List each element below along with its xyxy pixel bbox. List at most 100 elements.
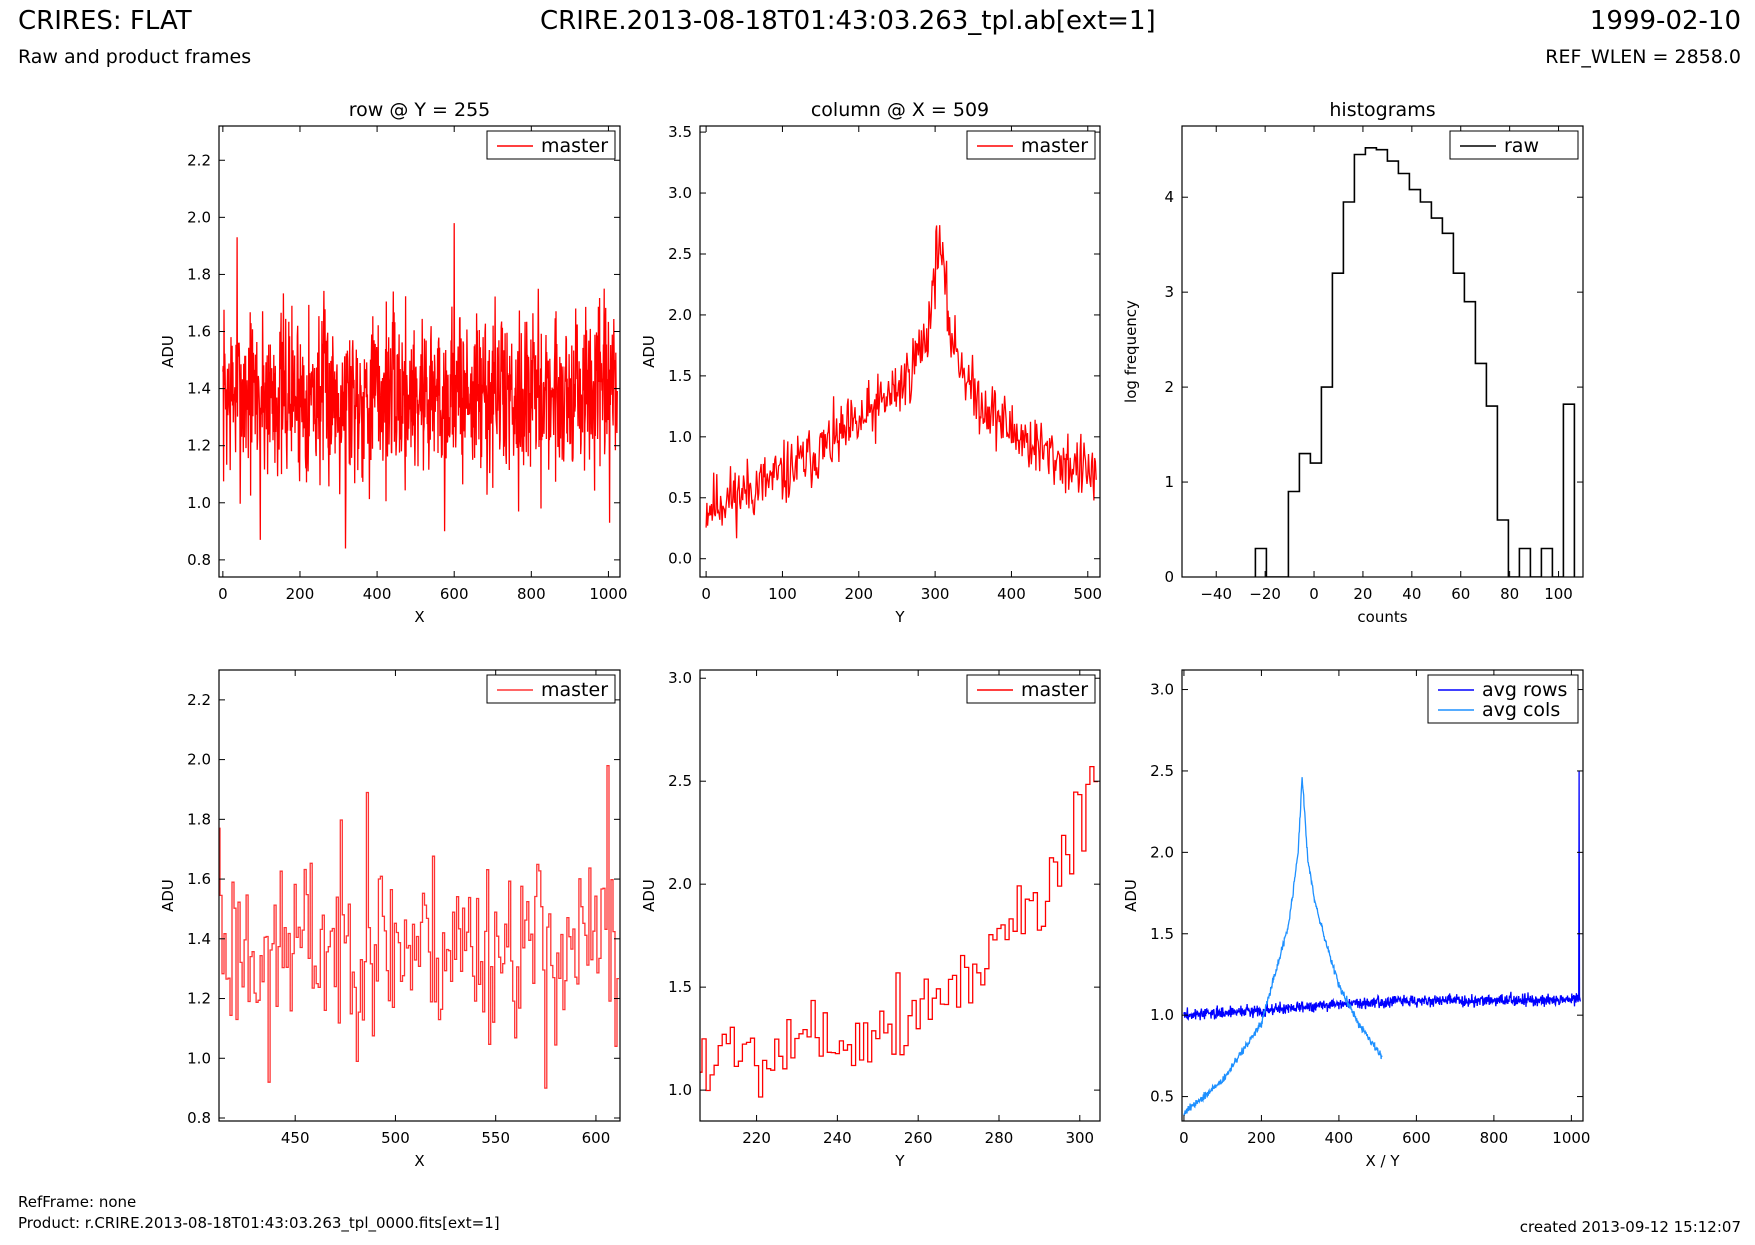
column-zoom-plot-ytick-label: 1.5: [668, 978, 692, 996]
row-zoom-plot-xtick-label: 450: [281, 1129, 310, 1147]
histogram-plot-xtick-label: −20: [1249, 585, 1281, 603]
average-plot-xtick-label: 0: [1179, 1129, 1189, 1147]
row-plot-data: [222, 223, 618, 549]
average-plot-legend-entry: avg cols: [1482, 699, 1560, 721]
column-zoom-plot-ytick-label: 1.0: [668, 1081, 692, 1099]
average-plot-ytick-label: 0.5: [1150, 1088, 1174, 1106]
column-plot-legend: master: [966, 130, 1096, 160]
column-plot-title: column @ X = 509: [811, 99, 989, 121]
histogram-plot-xtick-label: 40: [1402, 585, 1421, 603]
date-label: 1999-02-10: [1589, 6, 1741, 36]
column-plot-ytick-label: 0.0: [668, 550, 692, 568]
row-zoom-plot-xtick-label: 500: [381, 1129, 410, 1147]
row-plot-ytick-label: 0.8: [187, 551, 211, 569]
panel-row-plot: 0 200 400 600 800 1000 0.8 1.0 1.2 1.4 1.6 1.8 2.0 2.…: [159, 99, 628, 626]
histogram-plot-xtick-label: 80: [1500, 585, 1519, 603]
ref-wavelength-label: REF_WLEN = 2858.0: [1545, 46, 1741, 68]
row-plot-xtick-label: 800: [517, 585, 546, 603]
row-zoom-plot-legend: master: [486, 674, 616, 704]
average-plot-series-1: [1183, 777, 1383, 1116]
average-plot-ytick-label: 2.0: [1150, 843, 1174, 861]
row-zoom-plot-xlabel: X: [414, 1152, 424, 1170]
product-note: Product: r.CRIRE.2013-08-18T01:43:03.263…: [18, 1214, 500, 1232]
column-plot-ytick-label: 2.0: [668, 306, 692, 324]
row-plot-ytick-label: 1.2: [187, 437, 211, 455]
figure-title: CRIRES: FLAT: [18, 6, 192, 36]
histogram-plot-ytick-label: 4: [1164, 188, 1174, 206]
column-plot-xtick-label: 0: [701, 585, 711, 603]
row-zoom-plot-series-0: [219, 764, 619, 1089]
column-zoom-plot-series-0: [700, 765, 1098, 1098]
row-zoom-plot-data: [219, 764, 619, 1089]
row-plot-xtick-label: 600: [440, 585, 469, 603]
histogram-plot-legend-entry: raw: [1504, 135, 1539, 157]
row-plot-ylabel: ADU: [159, 335, 177, 368]
file-title: CRIRE.2013-08-18T01:43:03.263_tpl.ab[ext…: [540, 6, 1156, 36]
average-plot-ylabel: ADU: [1122, 879, 1140, 912]
panel-average-plot: 0 200 400 600 800 1000 0.5 1.0 1.5 2.0 2.5 3.0 X / Y…: [1122, 669, 1590, 1170]
row-zoom-plot-ytick-label: 1.4: [187, 930, 211, 948]
histogram-plot-frame: [1181, 125, 1584, 578]
histogram-plot-xtick-label: 60: [1451, 585, 1470, 603]
row-plot-frame: [218, 125, 621, 578]
row-zoom-plot-ytick-label: 1.8: [187, 810, 211, 828]
row-plot-ytick-label: 1.4: [187, 380, 211, 398]
average-plot-data: [1183, 770, 1581, 1116]
column-zoom-plot-legend-entry: master: [1021, 679, 1088, 701]
row-plot-series-0: [222, 223, 618, 549]
row-plot-legend-entry: master: [541, 135, 608, 157]
histogram-plot-ylabel: log frequency: [1122, 300, 1140, 403]
histogram-plot-ytick-label: 3: [1164, 283, 1174, 301]
column-zoom-plot-xtick-label: 240: [823, 1129, 852, 1147]
row-plot-xtick-label: 400: [363, 585, 392, 603]
figure-subtitle: Raw and product frames: [18, 46, 252, 68]
column-plot-ytick-label: 3.5: [668, 123, 692, 141]
average-plot-series-0: [1183, 770, 1581, 1021]
column-zoom-plot-xtick-label: 280: [985, 1129, 1014, 1147]
average-plot-ytick-label: 3.0: [1150, 681, 1174, 699]
row-plot-xtick-label: 0: [218, 585, 228, 603]
column-zoom-plot-frame: [699, 669, 1101, 1122]
column-zoom-plot-xtick-label: 300: [1065, 1129, 1094, 1147]
row-zoom-plot-ytick-label: 0.8: [187, 1109, 211, 1127]
histogram-plot-xtick-label: −40: [1200, 585, 1232, 603]
average-plot-legend-entry: avg rows: [1482, 679, 1567, 701]
average-plot-xtick-label: 200: [1247, 1129, 1276, 1147]
row-plot-xlabel: X: [414, 608, 424, 626]
row-zoom-plot-frame: [218, 669, 621, 1122]
row-plot-title: row @ Y = 255: [349, 99, 491, 121]
row-plot-ytick-label: 1.6: [187, 323, 211, 341]
column-plot-ytick-label: 1.5: [668, 367, 692, 385]
row-zoom-plot-ytick-label: 2.2: [187, 691, 211, 709]
histogram-plot-xtick-label: 20: [1353, 585, 1372, 603]
column-plot-series-0: [705, 225, 1097, 539]
row-plot-ytick-label: 2.0: [187, 208, 211, 226]
average-plot-xtick-label: 400: [1325, 1129, 1354, 1147]
histogram-plot-ytick-label: 2: [1164, 378, 1174, 396]
created-note: created 2013-09-12 15:12:07: [1519, 1218, 1741, 1236]
panel-column-zoom-plot: 220 240 260 280 300 1.0 1.5 2.0 2.5 3.0 Y ADU master: [640, 669, 1101, 1170]
column-plot-xtick-label: 500: [1073, 585, 1102, 603]
column-plot-frame: [699, 125, 1101, 578]
column-zoom-plot-xtick-label: 220: [742, 1129, 771, 1147]
column-plot-ytick-label: 1.0: [668, 428, 692, 446]
histogram-plot-xtick-label: 100: [1544, 585, 1573, 603]
row-plot-ytick-label: 1.0: [187, 494, 211, 512]
row-plot-legend: master: [486, 130, 616, 160]
panel-row-zoom-plot: 450 500 550 600 0.8 1.0 1.2 1.4 1.6 1.8 2.0 2.2 X ADU…: [159, 669, 621, 1170]
column-plot-ylabel: ADU: [640, 335, 658, 368]
average-plot-xlabel: X / Y: [1365, 1152, 1400, 1170]
refframe-note: RefFrame: none: [18, 1193, 137, 1211]
column-plot-ytick-label: 0.5: [668, 489, 692, 507]
column-plot-xtick-label: 400: [997, 585, 1026, 603]
column-zoom-plot-xtick-label: 260: [904, 1129, 933, 1147]
row-zoom-plot-ytick-label: 1.2: [187, 990, 211, 1008]
row-zoom-plot-legend-entry: master: [541, 679, 608, 701]
row-zoom-plot-ylabel: ADU: [159, 879, 177, 912]
row-plot-xtick-label: 1000: [589, 585, 627, 603]
column-plot-xtick-label: 300: [921, 585, 950, 603]
histogram-plot-ytick-label: 1: [1164, 473, 1174, 491]
row-zoom-plot-xtick-label: 600: [582, 1129, 611, 1147]
row-zoom-plot-xtick-label: 550: [481, 1129, 510, 1147]
